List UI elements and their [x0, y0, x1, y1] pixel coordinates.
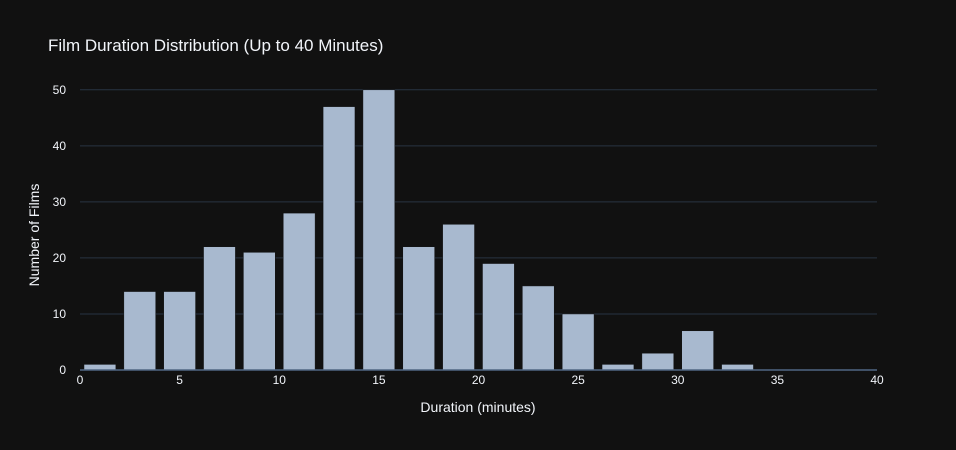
histogram-bar [721, 364, 754, 371]
histogram-bar [442, 224, 475, 371]
chart-title: Film Duration Distribution (Up to 40 Min… [48, 36, 383, 55]
histogram-bar [402, 246, 435, 371]
y-axis-title: Number of Films [26, 184, 42, 287]
histogram-bar [83, 364, 117, 371]
histogram-bar [362, 89, 396, 371]
x-tick-label: 15 [372, 373, 386, 387]
y-tick-label: 40 [53, 139, 67, 153]
y-tick-label: 0 [59, 363, 66, 377]
histogram-bar [681, 330, 714, 371]
x-axis-title: Duration (minutes) [420, 399, 535, 415]
histogram-bar [243, 252, 276, 371]
x-tick-label: 40 [870, 373, 884, 387]
histogram-bar [641, 352, 675, 371]
histogram-bar [561, 313, 595, 371]
histogram-bar [601, 364, 635, 371]
x-tick-label: 0 [77, 373, 84, 387]
y-tick-label: 20 [53, 251, 67, 265]
histogram-bar [282, 212, 316, 371]
x-tick-label: 5 [176, 373, 183, 387]
histogram-bar [123, 291, 156, 371]
x-tick-label: 20 [472, 373, 486, 387]
x-tick-label: 10 [273, 373, 287, 387]
histogram-bar [322, 106, 356, 371]
bars [83, 89, 754, 371]
histogram-bar [482, 263, 515, 371]
histogram-bar [203, 246, 236, 371]
histogram-bar [163, 291, 196, 371]
x-tick-label: 35 [771, 373, 785, 387]
y-tick-label: 10 [53, 307, 67, 321]
x-tick-label: 25 [571, 373, 585, 387]
histogram-bar [522, 285, 555, 371]
axes: 0 10 20 30 40 50 0 5 10 15 20 25 30 35 40 [53, 83, 884, 387]
y-tick-label: 30 [53, 195, 67, 209]
y-tick-label: 50 [53, 83, 67, 97]
x-tick-label: 30 [671, 373, 685, 387]
grid-lines [80, 89, 877, 315]
